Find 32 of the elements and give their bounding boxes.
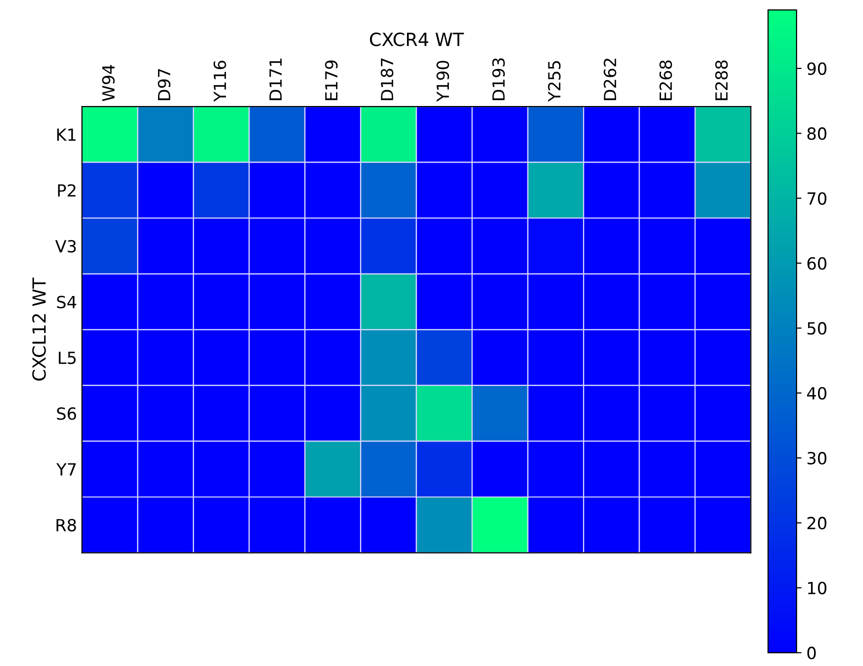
x-axis-title: CXCR4 WT — [370, 32, 464, 46]
color-bar-label: 80 — [807, 127, 826, 140]
x-tick-label: E179 — [325, 60, 338, 100]
x-tick-label: D193 — [492, 58, 505, 100]
color-bar-label: 40 — [807, 386, 826, 400]
y-tick-label: S6 — [57, 407, 76, 420]
color-bar-label: 70 — [808, 192, 826, 205]
x-tick-label: Y190 — [436, 60, 450, 102]
x-tick-label: Y255 — [548, 61, 561, 102]
y-tick-label: K1 — [57, 128, 76, 141]
x-tick-label: D262 — [604, 58, 616, 100]
color-bar-label: 20 — [807, 516, 826, 530]
x-tick-label: D171 — [270, 58, 282, 100]
x-tick-label: Y116 — [214, 60, 226, 102]
x-tick-label: D97 — [158, 69, 170, 100]
y-tick-label: S4 — [57, 296, 76, 308]
color-bar-label: 30 — [808, 452, 826, 464]
y-tick-label: Y7 — [56, 463, 76, 476]
color-bar-label: 10 — [808, 582, 826, 594]
x-tick-label: E268 — [659, 60, 672, 100]
color-bar-label: 50 — [808, 322, 826, 335]
y-axis-title: CXCL12 WT — [32, 278, 46, 381]
color-bar-label: 0 — [807, 646, 816, 660]
x-tick-label: D187 — [380, 58, 394, 100]
y-tick-label: V3 — [55, 240, 76, 253]
color-bar-label: 60 — [807, 257, 826, 270]
y-tick-label: P2 — [58, 184, 76, 197]
x-tick-label: E288 — [715, 60, 728, 100]
color-bar-label: 90 — [807, 62, 826, 75]
y-tick-label: L5 — [58, 352, 76, 364]
x-tick-label: W94 — [102, 64, 115, 102]
y-tick-label: R8 — [56, 518, 76, 532]
